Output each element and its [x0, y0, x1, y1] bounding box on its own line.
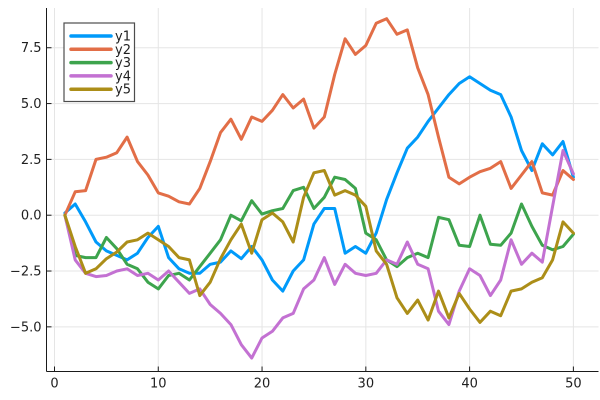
legend-label: y5	[115, 83, 131, 98]
legend-entry-y4: y4	[69, 69, 131, 84]
legend-entry-y2: y2	[69, 43, 131, 58]
x-axis-tick-labels: 0 10 20 30 40 50	[50, 377, 581, 392]
x-tick-label: 10	[150, 377, 167, 392]
legend-entry-y1: y1	[69, 30, 131, 45]
x-tick-label: 0	[50, 377, 58, 392]
x-tick-label: 30	[358, 377, 375, 392]
y-tick-label: 5.0	[21, 97, 42, 112]
legend-label: y4	[115, 69, 131, 84]
series-line-y2	[63, 17, 575, 217]
y-tick-label: 0.0	[21, 209, 42, 224]
data-series	[63, 17, 575, 360]
gridlines	[46, 8, 599, 372]
y-axis-tick-labels: 7.5 5.0 2.5 0.0 −2.5 −5.0	[10, 41, 42, 335]
y-tick-label: 2.5	[21, 153, 42, 168]
legend-label: y3	[115, 56, 131, 71]
y-tick-label: −5.0	[10, 320, 42, 335]
series-line-y3	[63, 175, 575, 291]
y-tick-label: 7.5	[21, 41, 42, 56]
legend-label: y2	[115, 43, 131, 58]
legend-entry-y5: y5	[69, 83, 131, 98]
x-tick-label: 50	[565, 377, 582, 392]
x-tick-label: 20	[254, 377, 271, 392]
legend-label: y1	[115, 30, 131, 45]
series-line-y5	[63, 169, 575, 324]
x-tick-label: 40	[461, 377, 478, 392]
series-line-y4	[63, 149, 575, 360]
axes	[46, 8, 599, 372]
y-tick-label: −2.5	[10, 265, 42, 280]
legend-entry-y3: y3	[69, 56, 131, 71]
